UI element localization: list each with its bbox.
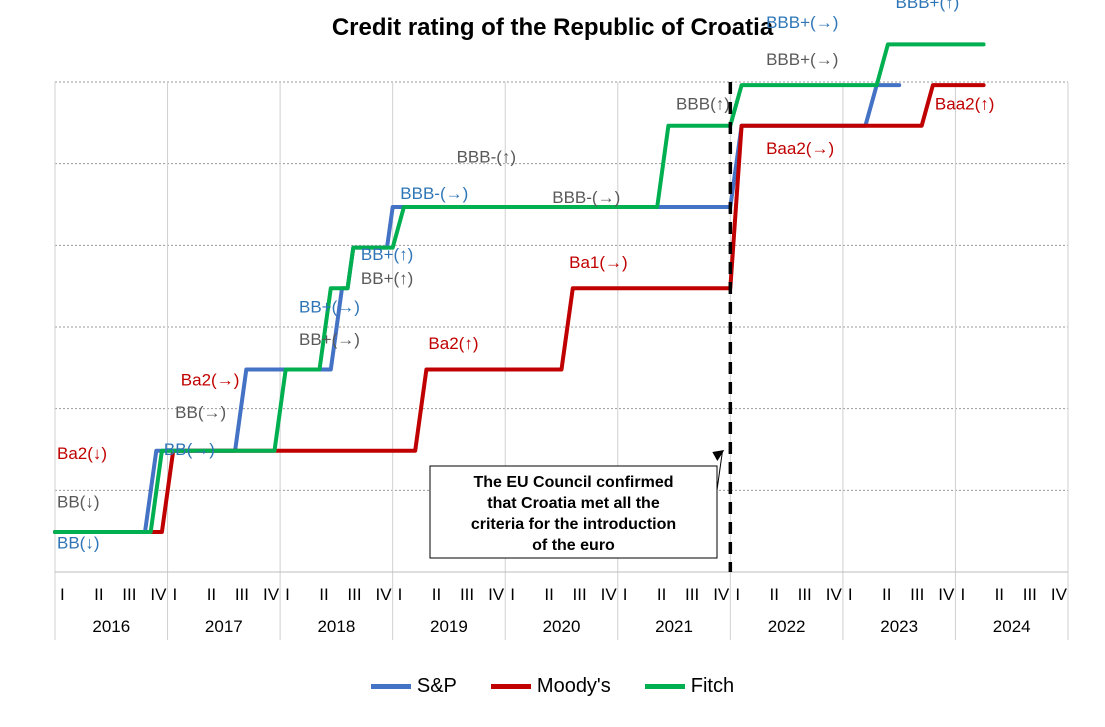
callout-text: of the euro	[532, 537, 615, 554]
quarter-tick-label: III	[122, 585, 136, 604]
quarter-tick-label: II	[544, 585, 553, 604]
year-tick-label: 2020	[543, 617, 581, 636]
rating-label: BB+(→)	[299, 298, 360, 317]
rating-label: BB+(↑)	[361, 245, 413, 264]
rating-label: BBB+(↑)	[896, 0, 960, 12]
quarter-tick-label: III	[573, 585, 587, 604]
rating-label: BBB+(→)	[766, 13, 838, 32]
quarter-tick-label: II	[207, 585, 216, 604]
quarter-tick-label: IV	[938, 585, 955, 604]
quarter-tick-label: II	[94, 585, 103, 604]
rating-label: BB+(↑)	[361, 269, 413, 288]
rating-labels: Ba2(↓)BB(↓)BB(↓)Ba2(→)BB(→)BB(→)BB+(→)BB…	[57, 0, 994, 552]
rating-label: BBB-(↑)	[457, 147, 517, 166]
quarter-tick-label: IV	[713, 585, 730, 604]
quarter-tick-label: IV	[826, 585, 843, 604]
chart-title: Credit rating of the Republic of Croatia	[331, 14, 774, 41]
series-line-fitch	[53, 42, 986, 534]
year-tick-label: 2021	[655, 617, 693, 636]
rating-label: Ba2(→)	[181, 371, 240, 390]
callout: The EU Council confirmed that Croatia met…	[429, 82, 733, 572]
series-layer	[53, 42, 986, 534]
quarter-tick-label: II	[882, 585, 891, 604]
year-tick-label: 2018	[317, 617, 355, 636]
quarter-tick-label: I	[735, 585, 740, 604]
legend-item: S&P	[370, 675, 457, 698]
rating-label: BB(→)	[175, 403, 226, 422]
quarter-tick-label: II	[657, 585, 666, 604]
quarter-tick-label: III	[1023, 585, 1037, 604]
rating-label: BBB-(→)	[552, 188, 620, 207]
callout-arrowhead	[712, 450, 725, 461]
legend-swatch	[370, 684, 411, 689]
series-line-moodys	[53, 83, 986, 534]
quarter-tick-label: I	[60, 585, 65, 604]
legend-swatch	[644, 684, 685, 689]
quarter-tick-label: III	[460, 585, 474, 604]
quarter-tick-label: III	[235, 585, 249, 604]
rating-label: BB(↓)	[57, 533, 100, 552]
quarter-tick-label: III	[910, 585, 924, 604]
rating-label: Ba2(↓)	[57, 444, 107, 463]
rating-label: BB+(→)	[299, 330, 360, 349]
quarter-tick-label: IV	[601, 585, 618, 604]
callout-arrow	[716, 451, 723, 491]
quarter-tick-label: I	[173, 585, 178, 604]
quarter-tick-label: IV	[263, 585, 280, 604]
rating-label: Baa2(→)	[766, 139, 834, 158]
rating-label: BBB+(→)	[766, 50, 838, 69]
rating-label: Baa2(↑)	[935, 94, 995, 113]
legend-label: Moody's	[536, 675, 611, 697]
rating-label: BBB(↑)	[676, 94, 730, 113]
legend-item: Fitch	[644, 675, 735, 698]
quarter-tick-label: IV	[376, 585, 393, 604]
year-tick-label: 2024	[993, 617, 1031, 636]
callout-text: that Croatia met all the	[487, 495, 660, 512]
quarter-tick-label: I	[510, 585, 515, 604]
quarter-tick-label: III	[685, 585, 699, 604]
legend-item: Moody's	[490, 675, 611, 698]
quarter-tick-label: II	[319, 585, 328, 604]
quarter-tick-label: II	[432, 585, 441, 604]
rating-label: BBB-(→)	[400, 184, 468, 203]
quarter-tick-label: III	[798, 585, 812, 604]
rating-label: Ba1(→)	[569, 253, 628, 272]
quarter-tick-label: I	[285, 585, 290, 604]
quarter-tick-label: I	[623, 585, 628, 604]
quarter-tick-label: II	[769, 585, 778, 604]
legend: S&P Moody's Fitch	[0, 675, 1105, 698]
quarter-tick-label: IV	[488, 585, 505, 604]
legend-label: S&P	[416, 675, 457, 697]
year-tick-label: 2022	[768, 617, 806, 636]
year-tick-label: 2016	[92, 617, 130, 636]
quarter-tick-label: IV	[1051, 585, 1068, 604]
rating-label: Ba2(↑)	[428, 334, 478, 353]
callout-text: The EU Council confirmed	[473, 474, 673, 491]
rating-label: BB(↓)	[57, 493, 100, 512]
year-tick-label: 2023	[880, 617, 918, 636]
callout-box	[429, 465, 718, 559]
quarter-tick-label: I	[960, 585, 965, 604]
legend-swatch	[490, 684, 531, 689]
callout-text: criteria for the introduction	[471, 516, 676, 533]
year-tick-label: 2019	[430, 617, 468, 636]
quarter-tick-label: I	[848, 585, 853, 604]
quarter-tick-label: IV	[150, 585, 167, 604]
quarter-tick-label: I	[398, 585, 403, 604]
year-tick-label: 2017	[205, 617, 243, 636]
rating-label: BB(→)	[164, 440, 215, 459]
quarter-tick-label: II	[995, 585, 1004, 604]
legend-label: Fitch	[690, 675, 735, 697]
quarter-tick-label: III	[347, 585, 361, 604]
